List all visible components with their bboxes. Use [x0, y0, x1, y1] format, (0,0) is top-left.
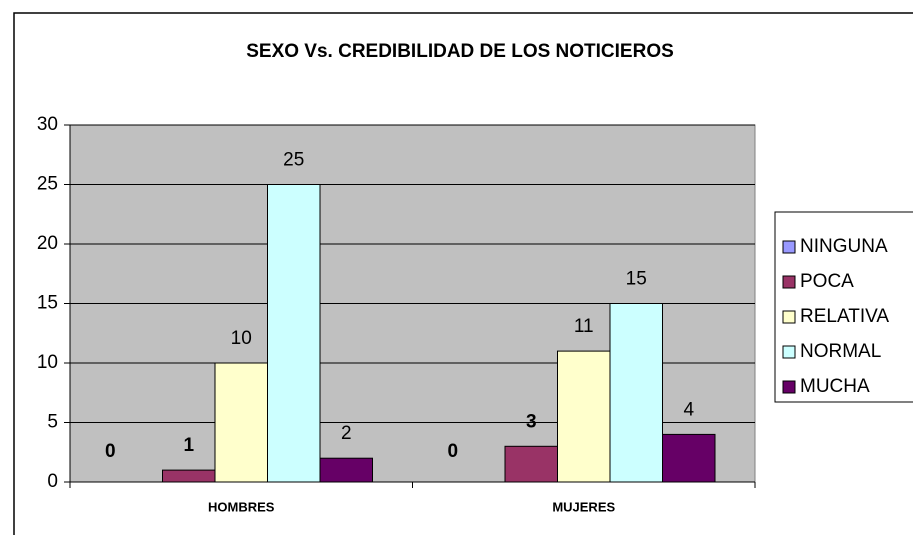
- legend-box: [774, 211, 913, 403]
- bar: [504, 445, 558, 483]
- y-tick-label: 20: [37, 233, 58, 254]
- data-label: 0: [105, 441, 116, 462]
- bar: [609, 303, 663, 483]
- legend-swatch: [782, 310, 796, 324]
- data-label: 11: [574, 316, 594, 337]
- y-tick-label: 30: [37, 114, 58, 135]
- legend-swatch: [782, 345, 796, 359]
- legend-swatch: [782, 240, 796, 254]
- bar: [319, 457, 373, 483]
- legend-swatch: [782, 380, 796, 394]
- y-tick-label: 0: [47, 471, 58, 492]
- bar: [557, 350, 611, 483]
- bar: [267, 184, 321, 483]
- data-label: 0: [447, 441, 458, 462]
- data-label: 15: [626, 269, 647, 290]
- legend-label: MUCHA: [800, 376, 870, 397]
- y-tick-label: 15: [37, 293, 58, 314]
- bar: [662, 433, 716, 483]
- legend-label: NORMAL: [800, 341, 881, 362]
- y-tick-label: 5: [47, 412, 58, 433]
- data-label: 10: [231, 328, 252, 349]
- legend-swatch: [782, 275, 796, 289]
- y-tick-label: 25: [37, 174, 58, 195]
- legend-label: NINGUNA: [800, 236, 888, 257]
- data-label: 25: [283, 150, 304, 171]
- data-label: 4: [683, 399, 694, 420]
- bar: [214, 362, 268, 483]
- legend-label: RELATIVA: [800, 306, 889, 327]
- x-tick-label: MUJERES: [552, 499, 615, 514]
- data-label: 3: [526, 411, 537, 432]
- legend-label: POCA: [800, 271, 854, 292]
- chart-title: SEXO Vs. CREDIBILIDAD DE LOS NOTICIEROS: [246, 41, 674, 62]
- x-tick-label: HOMBRES: [208, 499, 275, 514]
- y-tick-label: 10: [37, 352, 58, 373]
- bar: [162, 469, 216, 483]
- data-label: 1: [183, 435, 194, 456]
- data-label: 2: [341, 423, 352, 444]
